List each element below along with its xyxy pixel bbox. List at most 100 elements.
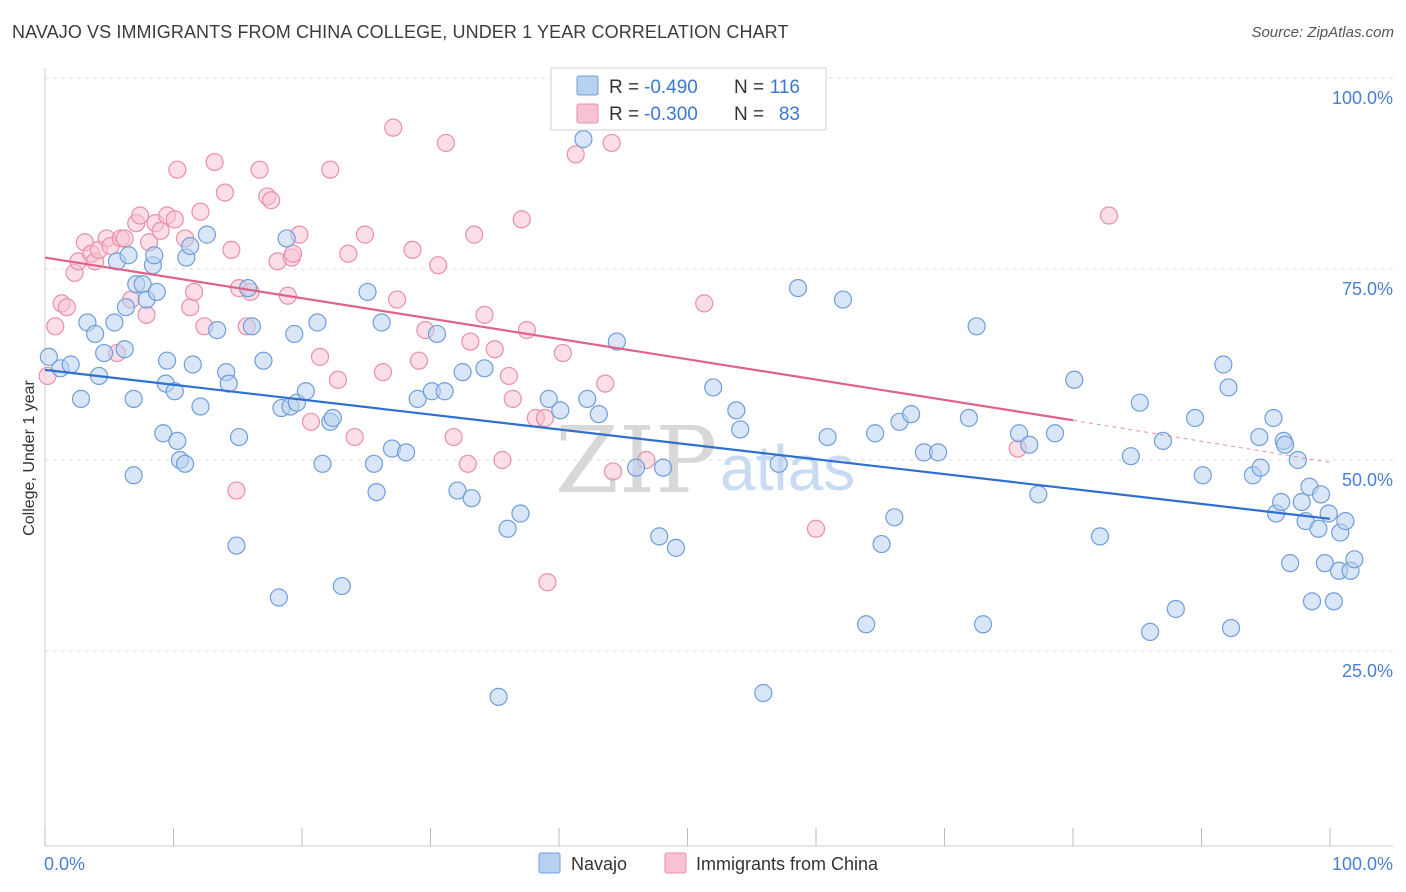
navajo-point (1193, 466, 1212, 485)
legend-r-label-china: R = (609, 104, 639, 125)
navajo-point (296, 382, 315, 401)
navajo-point (1219, 378, 1238, 397)
legend-swatch-china (576, 103, 599, 124)
china-point (339, 244, 358, 263)
navajo-point (308, 313, 327, 332)
navajo-point (1272, 492, 1291, 512)
navajo-point (71, 389, 91, 408)
source-label: Source: ZipAtlas.com (1251, 24, 1394, 41)
correlation-legend: R = -0.490 N = 116 R = -0.300 N = 83 (550, 67, 827, 131)
china-point (321, 160, 340, 179)
navajo-point (1065, 370, 1084, 389)
navajo-point (435, 382, 454, 401)
navajo-point (818, 427, 837, 447)
china-point (310, 347, 330, 366)
navajo-point (928, 443, 948, 462)
navajo-point (462, 489, 481, 508)
navajo-point (227, 536, 246, 555)
china-point (596, 374, 615, 393)
navajo-point (453, 363, 472, 382)
x-tick-label-100: 100.0% (1332, 854, 1393, 874)
legend-n-value-china: 83 (779, 104, 800, 125)
china-point (566, 145, 585, 164)
china-point (503, 389, 522, 408)
navajo-point (332, 576, 351, 596)
navajo-point (364, 454, 384, 473)
y-tick-label-50: 50.0% (1342, 470, 1393, 490)
navajo-point (183, 355, 202, 374)
navajo-point (208, 321, 227, 340)
navajo-point (1302, 592, 1322, 611)
navajo-point (727, 401, 746, 420)
navajo-point (124, 389, 143, 408)
navajo-point (551, 401, 570, 420)
navajo-point (833, 290, 853, 309)
china-point (458, 454, 477, 473)
navajo-point (1166, 599, 1185, 619)
china-point (165, 210, 184, 229)
navajo-point (769, 454, 788, 473)
navajo-point (901, 405, 921, 424)
china-point (603, 462, 623, 481)
navajo-point (147, 282, 166, 302)
y-tick-label-100: 100.0% (1332, 88, 1393, 108)
china-point (46, 317, 65, 336)
navajo-point (1315, 554, 1334, 573)
navajo-point (1185, 408, 1205, 428)
navajo-point (1324, 592, 1343, 611)
navajo-point (168, 431, 187, 450)
navajo-point (1251, 458, 1270, 477)
navajo-point (448, 481, 467, 500)
china-point (205, 152, 224, 172)
navajo-point (313, 454, 332, 473)
chart-title: NAVAJO VS IMMIGRANTS FROM CHINA COLLEGE,… (12, 22, 789, 42)
china-point (301, 412, 321, 431)
china-point (517, 321, 536, 340)
navajo-point (967, 317, 986, 336)
navajo-point (1029, 485, 1048, 504)
navajo-point (145, 246, 164, 265)
legend-n-value-navajo: 116 (770, 77, 800, 98)
navajo-point (1275, 435, 1295, 454)
series-legend: Navajo Immigrants from China (538, 852, 879, 874)
navajo-point (86, 324, 105, 344)
navajo-point (589, 405, 608, 424)
navajo-point (539, 389, 558, 408)
navajo-point (489, 687, 508, 706)
navajo-point (973, 615, 993, 634)
navajo-point (116, 298, 136, 317)
legend-swatch-navajo (576, 75, 599, 96)
navajo-point (626, 458, 646, 477)
navajo-point (574, 130, 593, 149)
china-point (181, 298, 200, 317)
navajo-point (242, 317, 261, 336)
navajo-point (1153, 431, 1173, 450)
legend-r-value-navajo: -0.490 (644, 77, 698, 98)
navajo-point (181, 236, 200, 256)
navajo-point (650, 527, 669, 546)
navajo-point (1020, 435, 1039, 454)
navajo-point (1292, 492, 1311, 512)
china-point (283, 244, 303, 263)
navajo-point (1336, 512, 1355, 531)
china-point (409, 351, 429, 370)
navajo-point (1140, 622, 1160, 642)
navajo-point (1311, 485, 1331, 504)
legend-r-value-china: -0.300 (644, 104, 698, 125)
navajo-points (39, 130, 1364, 706)
legend-n-label-china: N = (734, 104, 764, 125)
navajo-point (857, 615, 876, 634)
navajo-point (498, 519, 517, 538)
x-tick-label-0: 0.0% (44, 854, 85, 874)
china-point (215, 183, 234, 202)
china-point (465, 225, 484, 244)
navajo-point (704, 378, 723, 397)
navajo-point (254, 351, 273, 370)
navajo-point (1345, 550, 1364, 569)
navajo-point (511, 504, 530, 523)
navajo-point (607, 332, 626, 351)
navajo-point (475, 359, 494, 378)
navajo-point (1221, 618, 1241, 638)
china-point (137, 305, 156, 324)
